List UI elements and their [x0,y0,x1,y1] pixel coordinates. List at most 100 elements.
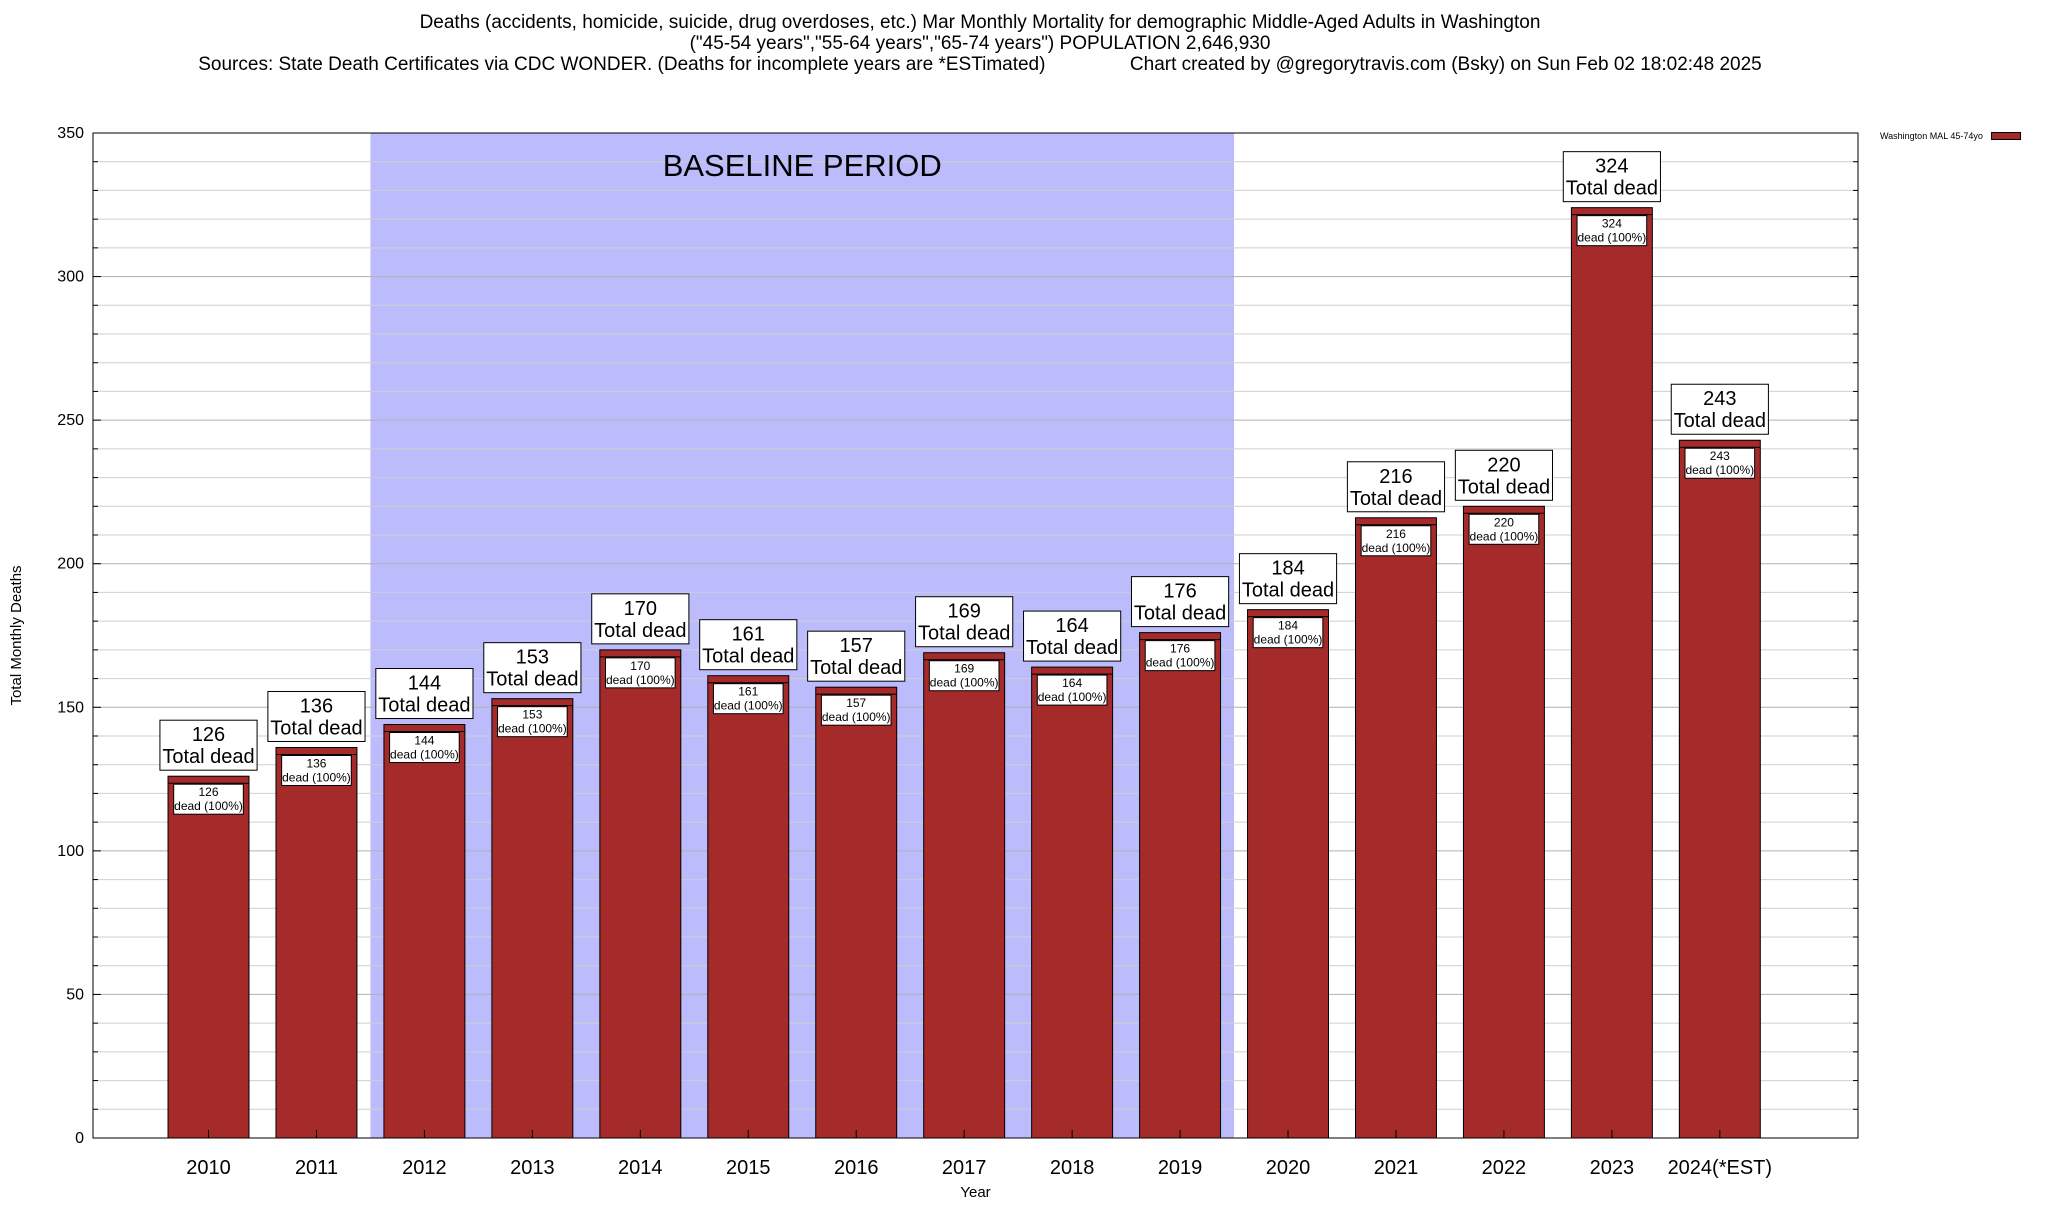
bar-inner-label-box [604,657,676,689]
bar-inner-label-box [928,660,1000,692]
bar-inner-value: 243 [1710,449,1730,463]
bar-top-value: 164 [1055,615,1088,637]
bar-inner-suffix: dead (100%) [606,673,675,687]
bar-inner-label-box [1144,640,1216,672]
bar-top-suffix: Total dead [1134,603,1226,625]
bar-top-suffix: Total dead [1242,580,1334,602]
bar-top-suffix: Total dead [1350,488,1442,510]
bar-top-label-box [915,596,1014,648]
x-tick-label: 2010 [186,1157,231,1179]
bar-top-label-box [1454,449,1553,501]
bar [1031,666,1114,1139]
bar-top-suffix: Total dead [162,746,254,768]
bar-inner-value: 144 [414,734,434,748]
bar-top-suffix: Total dead [702,646,794,668]
bar [707,675,790,1139]
x-tick-label: 2020 [1266,1157,1311,1179]
bar-top-label-box [1238,553,1338,605]
bar-top-suffix: Total dead [270,717,362,739]
bar-inner-label-box [1684,447,1756,479]
bar-top-value: 126 [192,724,225,746]
bar-top-label-box [483,642,582,694]
x-tick-label: 2011 [295,1157,338,1179]
bar-inner-value: 184 [1278,619,1298,633]
bar [923,652,1006,1139]
bar-top-label-box [1130,576,1230,628]
bar-inner-suffix: dead (100%) [714,699,783,713]
x-tick-label: 2023 [1590,1157,1635,1179]
legend: Washington MAL 45-74yo [1880,131,2021,141]
bar-inner-suffix: dead (100%) [1578,231,1647,245]
bar-inner-suffix: dead (100%) [930,676,999,690]
bar-top-value: 157 [840,635,873,657]
bar-inner-label-box [389,732,460,764]
bar-top-value: 243 [1703,388,1736,410]
bar-inner-label-box [1036,674,1108,706]
y-tick-label: 350 [57,125,84,142]
x-axis-label: Year [960,1184,990,1200]
x-tick-label: 2022 [1482,1157,1527,1179]
bar-top-value: 136 [300,695,333,717]
title-line-1: Deaths (accidents, homicide, suicide, dr… [419,12,1541,33]
bar-top-label-box [159,719,258,771]
bar-inner-suffix: dead (100%) [174,799,243,813]
bar-top-value: 176 [1163,581,1196,603]
bar-inner-suffix: dead (100%) [1362,541,1431,555]
bar [383,724,466,1139]
bar-inner-value: 136 [306,756,326,770]
bar [275,746,358,1139]
bar-inner-value: 126 [198,785,218,799]
bar-inner-label-box [1576,215,1648,247]
y-tick-label: 200 [57,556,84,573]
bar-top-value: 184 [1271,558,1304,580]
y-tick-label: 250 [57,412,84,429]
bar-top-suffix: Total dead [918,623,1010,645]
bar-top-suffix: Total dead [1566,178,1658,200]
bar-top-suffix: Total dead [1458,476,1550,498]
bar [491,698,574,1139]
y-tick-label: 150 [57,699,84,716]
bar-top-value: 153 [516,647,549,669]
bar-inner-value: 324 [1602,217,1622,231]
bar [1247,609,1330,1139]
bar-top-suffix: Total dead [594,620,686,642]
bar-inner-value: 161 [738,685,758,699]
bar [1678,439,1761,1139]
bar-inner-label-box [497,706,568,738]
bar-top-label-box [807,630,906,682]
x-tick-label: 2018 [1050,1157,1095,1179]
bar-inner-suffix: dead (100%) [1254,633,1323,647]
title-line-2: ("45-54 years","55-64 years","65-74 year… [689,33,1271,54]
bar-top-value: 144 [408,673,441,695]
bar-top-label-box [1562,151,1661,203]
bar-top-value: 220 [1487,454,1520,476]
bar [815,686,898,1139]
legend-swatch [1990,132,2021,140]
bar-inner-suffix: dead (100%) [1038,690,1107,704]
y-tick-label: 0 [75,1130,84,1147]
bar-inner-suffix: dead (100%) [822,710,891,724]
y-tick-label: 100 [57,843,84,860]
bar-inner-value: 169 [954,662,974,676]
bar [1139,632,1222,1139]
bar-inner-value: 220 [1494,515,1514,529]
bar-top-value: 216 [1379,466,1412,488]
bar-inner-value: 157 [846,696,866,710]
bar-top-suffix: Total dead [1674,410,1766,432]
title-line-3: Sources: State Death Certificates via CD… [198,54,1762,75]
bar-inner-suffix: dead (100%) [1146,656,1215,670]
x-tick-label: 2021 [1374,1157,1419,1179]
x-tick-label: 2019 [1158,1157,1203,1179]
bar-top-label-box [1346,461,1446,513]
y-axis-label: Total Monthly Deaths [8,565,25,705]
bar-top-suffix: Total dead [486,669,578,691]
bar-top-value: 170 [624,598,657,620]
bar-inner-label-box [820,694,892,726]
bar-top-value: 169 [947,601,980,623]
x-tick-label: 2015 [726,1157,771,1179]
x-tick-label: 2016 [834,1157,879,1179]
bar-inner-label-box [173,783,244,815]
legend-label: Washington MAL 45-74yo [1880,131,1983,141]
